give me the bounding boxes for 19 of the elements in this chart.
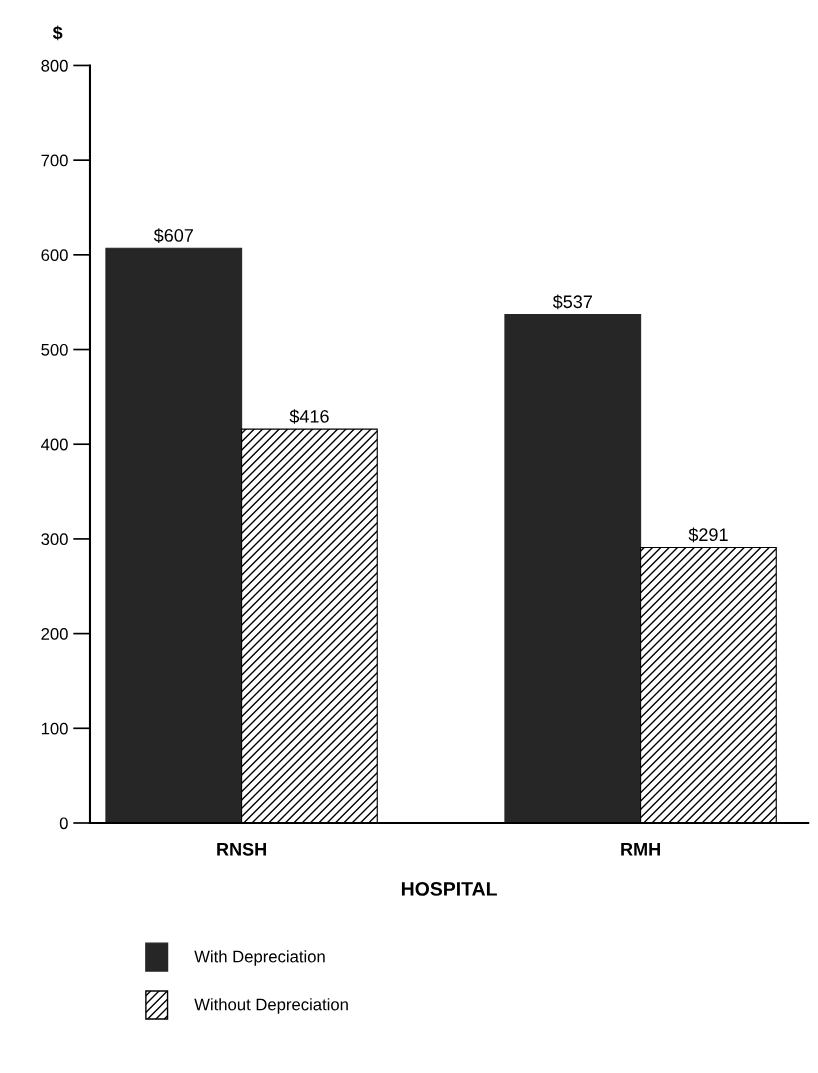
- data-label: $607: [153, 228, 193, 243]
- x-axis-title: HOSPITAL: [401, 882, 497, 896]
- y-tick-label: 100: [41, 722, 68, 735]
- data-label: $416: [289, 409, 329, 424]
- y-tick-label: 300: [41, 533, 68, 546]
- y-tick-label: 500: [41, 343, 68, 356]
- data-label: $537: [552, 294, 592, 310]
- y-axis-title: $: [52, 25, 63, 41]
- data-label: $291: [688, 527, 728, 543]
- y-tick-label: 600: [41, 249, 68, 262]
- x-tick-label: RNSH: [217, 842, 266, 856]
- y-tick-label: 800: [41, 59, 68, 72]
- x-tick-label: RMH: [621, 843, 660, 856]
- y-tick-label: 400: [41, 438, 68, 451]
- y-tick-label: 700: [41, 154, 68, 167]
- y-tick-label: 0: [59, 817, 68, 830]
- legend-label: Without Depreciation: [194, 998, 348, 1014]
- y-tick-label: 200: [41, 628, 68, 640]
- legend-label: With Depreciation: [194, 950, 325, 966]
